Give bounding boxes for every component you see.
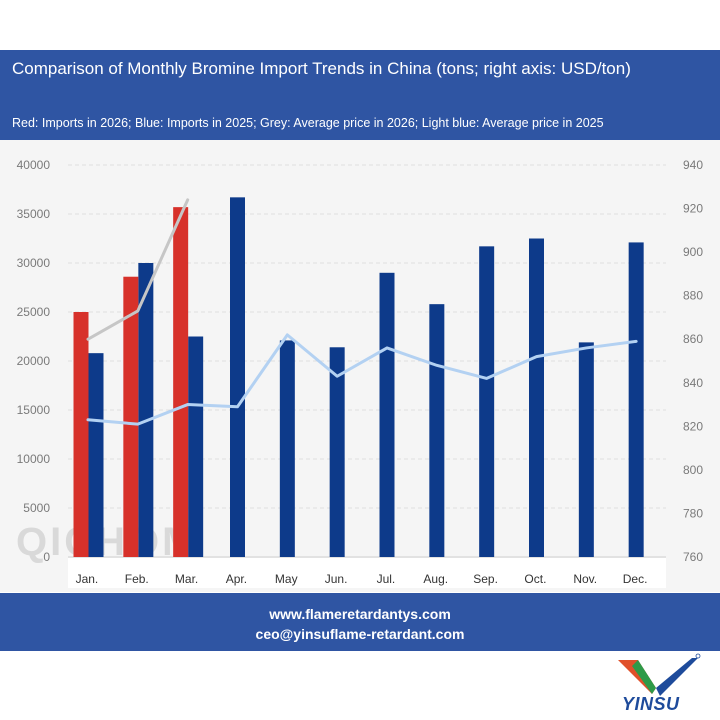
y-tick-label: 0 xyxy=(43,550,50,564)
x-tick-label: May xyxy=(275,572,298,586)
y2-tick-label: 880 xyxy=(683,289,703,303)
x-tick-label: Nov. xyxy=(573,572,597,586)
bar-imports-2025 xyxy=(578,342,594,557)
bar-imports-2025 xyxy=(138,263,154,557)
brand-logo-text: YINSU xyxy=(622,694,680,714)
plot-background xyxy=(0,140,720,592)
y2-tick-label: 920 xyxy=(683,202,703,216)
y2-tick-label: 840 xyxy=(683,376,703,390)
bar-imports-2025 xyxy=(188,336,204,557)
category-strip xyxy=(68,558,666,588)
y2-tick-label: 800 xyxy=(683,463,703,477)
chart-subtitle: Red: Imports in 2026; Blue: Imports in 2… xyxy=(12,116,604,130)
footer-contact: www.flameretardantys.com ceo@yinsuflame-… xyxy=(0,593,720,651)
x-tick-label: Feb. xyxy=(125,572,149,586)
line-price-2025 xyxy=(86,333,638,426)
x-tick-label: Aug. xyxy=(423,572,448,586)
y-tick-label: 10000 xyxy=(17,452,51,466)
bar-imports-2025 xyxy=(479,246,495,557)
x-tick-label: Jan. xyxy=(76,572,99,586)
bar-imports-2025 xyxy=(379,272,395,557)
x-tick-label: Dec. xyxy=(623,572,648,586)
x-tick-label: Jul. xyxy=(377,572,396,586)
bar-imports-2025 xyxy=(329,347,345,557)
bar-imports-2025 xyxy=(88,353,104,557)
y2-tick-label: 780 xyxy=(683,506,703,520)
chart-title: Comparison of Monthly Bromine Import Tre… xyxy=(12,59,631,78)
bar-imports-2025 xyxy=(279,340,295,557)
bar-imports-2025 xyxy=(628,242,644,558)
y2-tick-label: 820 xyxy=(683,419,703,433)
y2-tick-label: 900 xyxy=(683,245,703,259)
bar-imports-2025 xyxy=(429,304,445,557)
y-tick-label: 5000 xyxy=(23,501,50,515)
bar-imports-2026 xyxy=(123,276,139,557)
footer-email: ceo@yinsuflame-retardant.com xyxy=(255,626,465,642)
y-tick-label: 15000 xyxy=(17,403,51,417)
x-tick-label: Jun. xyxy=(325,572,348,586)
x-tick-label: Apr. xyxy=(226,572,247,586)
line-price-2026 xyxy=(86,198,190,341)
bromine-import-chart: QICHOM0500010000150002000025000300003500… xyxy=(16,158,703,588)
footer-website: www.flameretardantys.com xyxy=(269,606,451,622)
y-tick-label: 20000 xyxy=(17,354,51,368)
chart-header: Comparison of Monthly Bromine Import Tre… xyxy=(0,50,720,140)
yinsu-logo-icon xyxy=(618,653,701,696)
y-tick-label: 25000 xyxy=(17,305,51,319)
y2-tick-label: 860 xyxy=(683,332,703,346)
x-tick-label: Mar. xyxy=(175,572,198,586)
y-tick-label: 40000 xyxy=(17,158,51,172)
y2-tick-label: 760 xyxy=(683,550,703,564)
y2-tick-label: 940 xyxy=(683,158,703,172)
y-tick-label: 35000 xyxy=(17,207,51,221)
bar-imports-2025 xyxy=(529,238,544,557)
x-tick-label: Sep. xyxy=(473,572,498,586)
bar-imports-2025 xyxy=(230,197,245,557)
bar-imports-2026 xyxy=(173,207,189,557)
x-tick-label: Oct. xyxy=(524,572,546,586)
y-tick-label: 30000 xyxy=(17,256,51,270)
bar-imports-2026 xyxy=(73,312,89,557)
